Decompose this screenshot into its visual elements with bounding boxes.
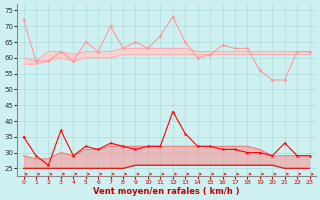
X-axis label: Vent moyen/en rafales ( km/h ): Vent moyen/en rafales ( km/h ): [93, 187, 240, 196]
